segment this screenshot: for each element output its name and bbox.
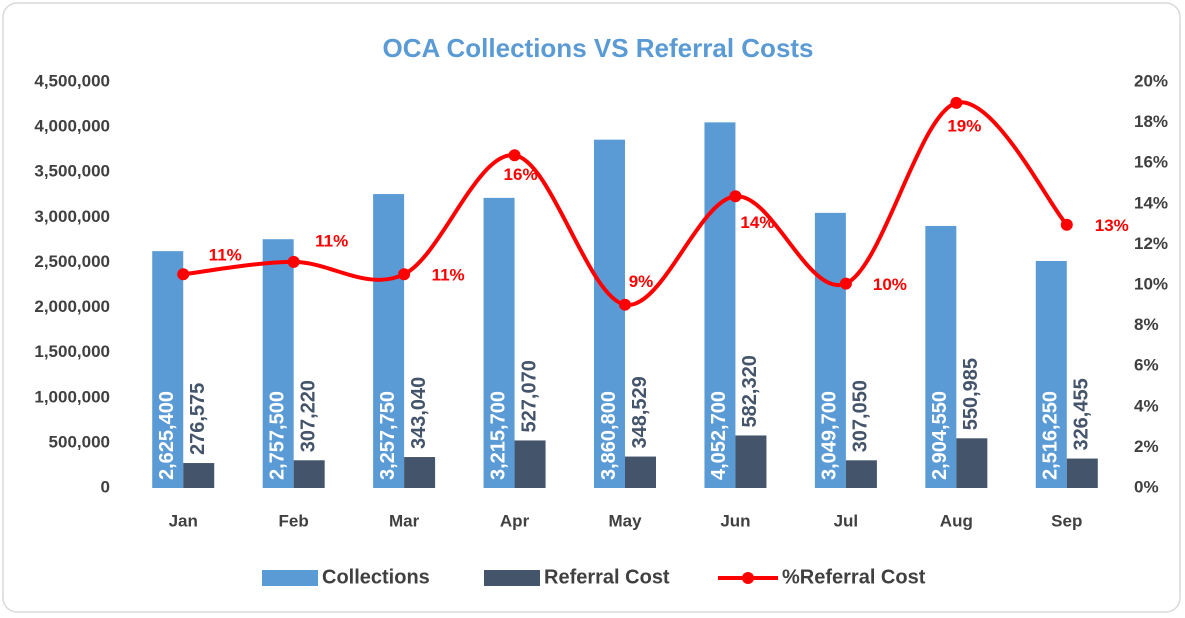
data-label: 11%	[209, 246, 242, 265]
bar	[594, 139, 625, 488]
data-label: 4,052,700	[708, 391, 730, 480]
bar	[814, 212, 846, 488]
line-marker	[950, 96, 963, 109]
line-marker	[508, 149, 521, 162]
y2-tick-label: 4%	[1134, 396, 1159, 415]
data-label: 2,904,550	[929, 391, 951, 480]
x-tick-label: Jun	[720, 511, 750, 530]
y2-tick-label: 6%	[1134, 356, 1159, 375]
data-label: 13%	[1095, 216, 1129, 235]
y2-tick-label: 0%	[1134, 477, 1159, 496]
data-label: 307,220	[297, 380, 319, 452]
line-marker	[1060, 218, 1073, 231]
data-label: 3,215,700	[487, 391, 509, 480]
y2-tick-label: 12%	[1134, 234, 1168, 253]
bar	[956, 438, 988, 488]
data-label: 9%	[629, 272, 654, 291]
x-tick-label: Aug	[940, 511, 973, 530]
line	[182, 100, 1069, 307]
legend-swatch	[742, 572, 754, 584]
legend-label: Referral Cost	[544, 566, 670, 588]
data-label: 527,070	[518, 360, 540, 432]
y2-tick-label: 16%	[1134, 153, 1168, 172]
data-label: 326,455	[1071, 378, 1093, 450]
y2-tick-label: 18%	[1134, 112, 1168, 131]
bar	[1066, 458, 1098, 488]
chart-title: OCA Collections VS Referral Costs	[382, 33, 813, 63]
y-tick-label: 1,000,000	[34, 387, 110, 406]
bar	[262, 239, 294, 488]
y-tick-label: 4,500,000	[34, 71, 110, 90]
data-label: 2,516,250	[1040, 391, 1062, 480]
data-label: 343,040	[408, 377, 430, 449]
legend-swatch	[262, 570, 318, 586]
data-label: 16%	[504, 165, 538, 184]
bar	[293, 460, 325, 488]
legend-label: %Referral Cost	[782, 566, 926, 588]
data-label: 307,050	[850, 380, 872, 452]
bar	[925, 225, 957, 488]
line-marker	[287, 255, 300, 268]
y-tick-label: 3,500,000	[34, 162, 110, 181]
bar	[845, 460, 877, 488]
bar	[514, 440, 546, 488]
y-tick-label: 500,000	[49, 432, 110, 451]
bar	[483, 197, 515, 488]
y-tick-label: 2,000,000	[34, 297, 110, 316]
y2-tick-label: 14%	[1134, 193, 1168, 212]
y2-tick-label: 2%	[1134, 437, 1159, 456]
y2-tick-label: 20%	[1134, 71, 1168, 90]
line-marker	[839, 277, 852, 290]
data-label: 11%	[315, 231, 348, 250]
bar	[1035, 260, 1067, 488]
bar	[373, 194, 405, 488]
x-tick-label: Jan	[169, 511, 198, 530]
y-tick-label: 0	[101, 477, 110, 496]
data-label: 2,757,500	[266, 391, 288, 480]
line-marker	[619, 298, 631, 311]
data-label: 10%	[873, 275, 907, 294]
data-label: 550,985	[960, 358, 982, 430]
data-label: 348,529	[629, 376, 651, 448]
bar	[183, 463, 215, 488]
bar	[625, 456, 656, 488]
x-tick-label: Sep	[1051, 511, 1082, 530]
y-tick-label: 4,000,000	[34, 117, 110, 136]
data-label: 19%	[947, 116, 981, 135]
bar	[152, 251, 184, 488]
x-tick-label: Feb	[279, 511, 309, 530]
data-label: 582,320	[739, 355, 761, 427]
data-label: 2,625,400	[156, 391, 178, 480]
y2-tick-label: 10%	[1134, 274, 1168, 293]
data-label: 14%	[740, 213, 774, 232]
data-label: 3,860,800	[598, 391, 620, 480]
x-tick-label: Mar	[389, 511, 420, 530]
bar	[735, 435, 767, 488]
data-label: 11%	[432, 266, 465, 285]
bar	[404, 457, 436, 488]
x-tick-label: Jul	[834, 511, 859, 530]
y2-tick-label: 8%	[1134, 315, 1159, 334]
legend-swatch	[484, 570, 540, 586]
data-label: 3,049,700	[819, 391, 841, 480]
y-tick-label: 1,500,000	[34, 342, 110, 361]
x-tick-label: May	[608, 511, 642, 530]
data-label: 276,575	[187, 383, 209, 455]
line-marker	[398, 268, 411, 281]
legend-label: Collections	[322, 566, 430, 588]
y-tick-label: 3,000,000	[34, 207, 110, 226]
data-label: 3,257,750	[377, 391, 399, 480]
bar	[704, 122, 736, 489]
line-marker	[729, 190, 742, 203]
x-tick-label: Apr	[500, 511, 530, 530]
line-marker	[177, 268, 190, 281]
y-tick-label: 2,500,000	[34, 252, 110, 271]
